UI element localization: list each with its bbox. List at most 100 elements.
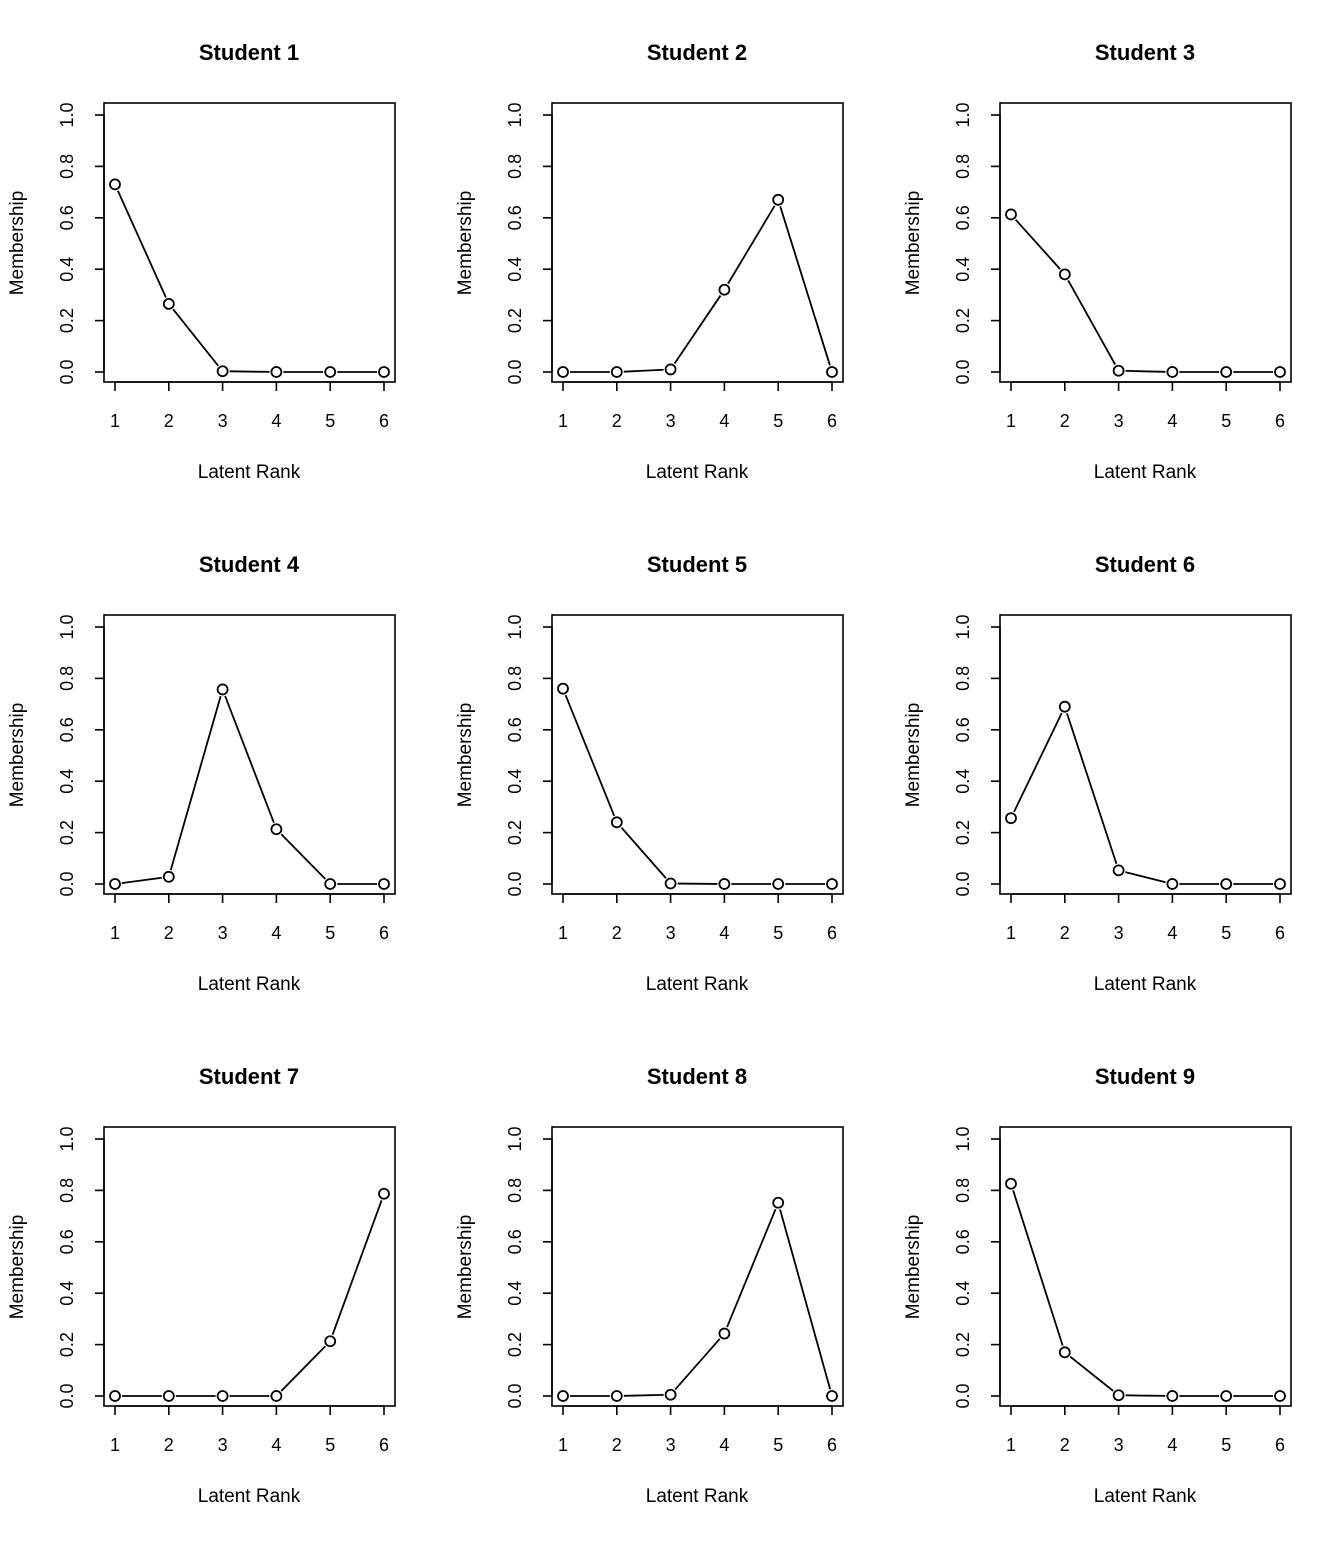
x-tick-label: 3 (218, 1435, 228, 1455)
x-tick-label: 5 (1221, 1435, 1231, 1455)
series-line-segment (1125, 872, 1165, 882)
y-tick-label: 0.4 (57, 1281, 77, 1306)
y-tick-label: 0.4 (505, 769, 525, 794)
x-axis-label: Latent Rank (1094, 462, 1197, 483)
y-tick-label: 0.4 (57, 257, 77, 282)
panel-title: Student 6 (1095, 552, 1195, 577)
series-line-segment (1013, 1190, 1063, 1345)
x-tick-label: 6 (827, 1435, 837, 1455)
y-tick-label: 1.0 (953, 102, 973, 127)
x-tick-label: 5 (325, 923, 335, 943)
x-axis-label: Latent Rank (198, 1486, 301, 1507)
y-tick-label: 1.0 (505, 614, 525, 639)
series-line-segment (1068, 280, 1115, 364)
series-line-segment (566, 695, 615, 816)
plot-frame (104, 103, 395, 382)
data-point (773, 879, 783, 889)
y-tick-label: 0.8 (57, 1178, 77, 1203)
data-point (271, 824, 281, 834)
x-tick-label: 5 (773, 411, 783, 431)
y-tick-label: 0.2 (953, 308, 973, 333)
data-point (558, 1391, 568, 1401)
series-line-segment (621, 828, 666, 879)
y-tick-label: 0.4 (505, 1281, 525, 1306)
data-point (1060, 1347, 1070, 1357)
x-tick-label: 4 (719, 1435, 729, 1455)
x-axis-label: Latent Rank (1094, 1486, 1197, 1507)
y-tick-label: 0.2 (57, 1332, 77, 1357)
data-point (719, 285, 729, 295)
data-point (612, 817, 622, 827)
y-tick-label: 0.4 (953, 1281, 973, 1306)
data-point (1060, 702, 1070, 712)
data-point (110, 879, 120, 889)
data-point (1006, 1179, 1016, 1189)
y-tick-label: 0.0 (57, 359, 77, 384)
y-tick-label: 0.0 (57, 871, 77, 896)
x-tick-label: 4 (719, 923, 729, 943)
x-tick-label: 2 (1060, 923, 1070, 943)
y-tick-label: 0.8 (505, 154, 525, 179)
x-tick-label: 2 (1060, 1435, 1070, 1455)
x-tick-label: 1 (110, 1435, 120, 1455)
x-tick-label: 4 (719, 411, 729, 431)
x-tick-label: 1 (110, 411, 120, 431)
x-tick-label: 4 (271, 1435, 281, 1455)
y-axis-label: Membership (7, 1215, 28, 1320)
data-point (612, 1391, 622, 1401)
y-tick-label: 0.0 (953, 871, 973, 896)
series-line-segment (122, 878, 162, 883)
x-tick-label: 1 (1006, 1435, 1016, 1455)
series-line-segment (230, 371, 270, 372)
y-tick-label: 0.0 (505, 359, 525, 384)
panel-title: Student 8 (647, 1064, 747, 1089)
y-axis-label: Membership (455, 1215, 476, 1320)
data-point (773, 1198, 783, 1208)
y-axis-label: Membership (903, 703, 924, 808)
x-axis-label: Latent Rank (198, 462, 301, 483)
panel-title: Student 3 (1095, 40, 1195, 65)
data-point (110, 179, 120, 189)
y-tick-label: 0.0 (505, 1383, 525, 1408)
data-point (773, 195, 783, 205)
x-tick-label: 6 (1275, 411, 1285, 431)
data-point (827, 1391, 837, 1401)
series-line-segment (1067, 713, 1116, 863)
data-point (1114, 865, 1124, 875)
series-line-segment (1126, 371, 1166, 372)
x-tick-label: 6 (1275, 923, 1285, 943)
data-point (164, 1391, 174, 1401)
x-tick-label: 6 (379, 411, 389, 431)
y-axis-label: Membership (903, 191, 924, 296)
data-point (612, 367, 622, 377)
x-tick-label: 4 (1167, 1435, 1177, 1455)
x-tick-label: 6 (379, 1435, 389, 1455)
x-tick-label: 3 (666, 411, 676, 431)
y-tick-label: 0.6 (505, 717, 525, 742)
x-tick-label: 5 (773, 923, 783, 943)
panel-title: Student 5 (647, 552, 747, 577)
data-point (1060, 269, 1070, 279)
data-point (1006, 813, 1016, 823)
y-tick-label: 0.0 (953, 359, 973, 384)
plot-frame (1000, 103, 1291, 382)
x-tick-label: 1 (558, 1435, 568, 1455)
series-line-segment (727, 1209, 775, 1327)
series-line-segment (173, 309, 218, 365)
y-axis-label: Membership (455, 703, 476, 808)
data-point (164, 872, 174, 882)
data-point (719, 879, 729, 889)
x-tick-label: 5 (1221, 923, 1231, 943)
y-tick-label: 0.2 (953, 820, 973, 845)
x-tick-label: 5 (325, 411, 335, 431)
x-tick-label: 2 (164, 923, 174, 943)
x-tick-label: 3 (666, 1435, 676, 1455)
y-tick-label: 0.4 (953, 769, 973, 794)
y-tick-label: 1.0 (953, 614, 973, 639)
